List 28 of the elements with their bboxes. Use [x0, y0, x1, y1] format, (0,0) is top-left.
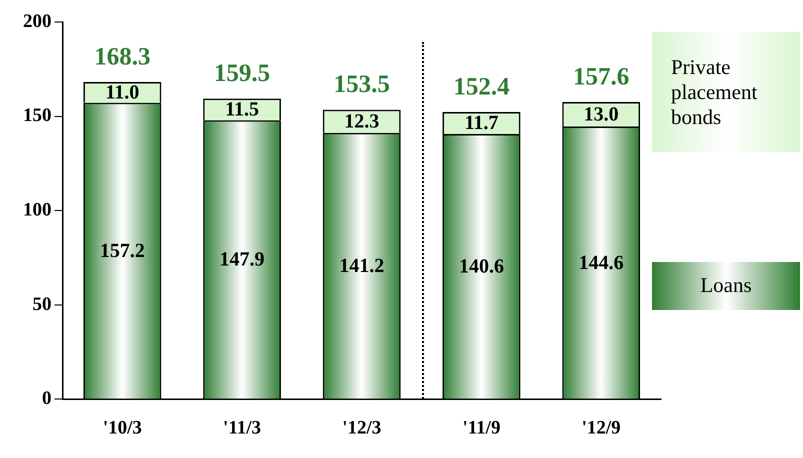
total-label: 153.5 — [334, 71, 390, 98]
legend-swatch: Private placement bonds — [652, 32, 800, 152]
data-label: 141.2 — [339, 254, 384, 277]
data-label: 11.5 — [225, 98, 260, 121]
data-label: 13.0 — [584, 103, 619, 126]
y-tick-label: 50 — [32, 294, 52, 315]
y-tick-label: 100 — [23, 200, 52, 221]
total-label: 159.5 — [214, 60, 270, 88]
x-tick-label: '10/3 — [102, 418, 142, 439]
series-label: Private placement bonds — [671, 54, 758, 130]
data-label: 11.7 — [464, 112, 498, 134]
x-tick-label: '12/9 — [582, 418, 621, 439]
data-label: 11.0 — [105, 82, 140, 104]
data-label: 140.6 — [458, 256, 504, 278]
y-tick-label: 150 — [23, 105, 52, 126]
data-label: 12.3 — [344, 110, 380, 132]
data-label: 144.6 — [578, 252, 624, 274]
x-tick-label: '12/3 — [342, 418, 382, 439]
total-label: 168.3 — [94, 43, 150, 70]
x-tick-label: '11/9 — [462, 418, 500, 439]
data-label: 147.9 — [220, 248, 265, 271]
total-label: 152.4 — [453, 73, 510, 100]
total-label: 157.6 — [573, 63, 630, 90]
legend-swatch: Loans — [652, 262, 800, 310]
y-tick-label: 200 — [23, 10, 52, 32]
y-tick-label: 0 — [42, 388, 52, 410]
x-tick-label: '11/3 — [223, 418, 262, 439]
data-label: 157.2 — [100, 240, 145, 262]
